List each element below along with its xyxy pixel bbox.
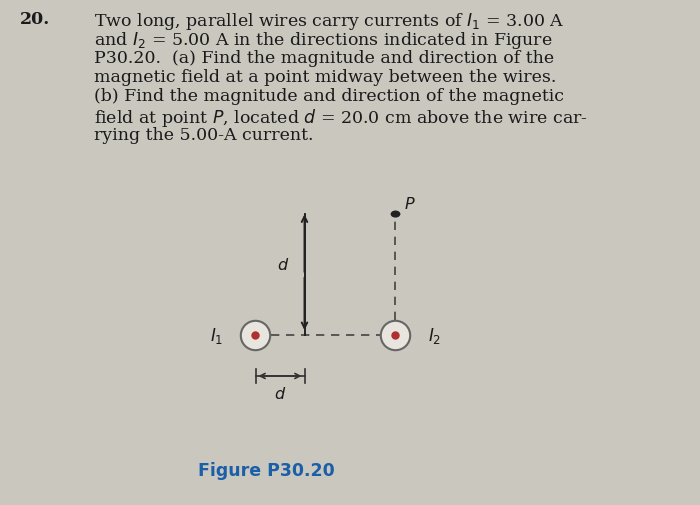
Text: $d$: $d$ <box>274 385 286 402</box>
Ellipse shape <box>241 321 270 350</box>
Text: Two long, parallel wires carry currents of $I_1$ = 3.00 A: Two long, parallel wires carry currents … <box>94 11 565 32</box>
Text: P30.20.  (a) Find the magnitude and direction of the: P30.20. (a) Find the magnitude and direc… <box>94 49 554 67</box>
Text: Figure P30.20: Figure P30.20 <box>197 461 335 479</box>
Text: rying the 5.00-A current.: rying the 5.00-A current. <box>94 126 314 143</box>
Text: $I_1$: $I_1$ <box>210 326 223 346</box>
Ellipse shape <box>251 332 260 340</box>
Text: (b) Find the magnitude and direction of the magnetic: (b) Find the magnitude and direction of … <box>94 88 564 105</box>
Text: $d$: $d$ <box>277 257 289 274</box>
Ellipse shape <box>391 332 400 340</box>
Ellipse shape <box>381 321 410 350</box>
Text: field at point $P$, located $d$ = 20.0 cm above the wire car-: field at point $P$, located $d$ = 20.0 c… <box>94 107 589 129</box>
Text: magnetic field at a point midway between the wires.: magnetic field at a point midway between… <box>94 69 557 86</box>
Text: and $I_2$ = 5.00 A in the directions indicated in Figure: and $I_2$ = 5.00 A in the directions ind… <box>94 30 553 52</box>
Text: $I_2$: $I_2$ <box>428 326 441 346</box>
Text: $P$: $P$ <box>404 195 416 212</box>
Text: 20.: 20. <box>20 11 50 28</box>
Circle shape <box>391 211 400 218</box>
